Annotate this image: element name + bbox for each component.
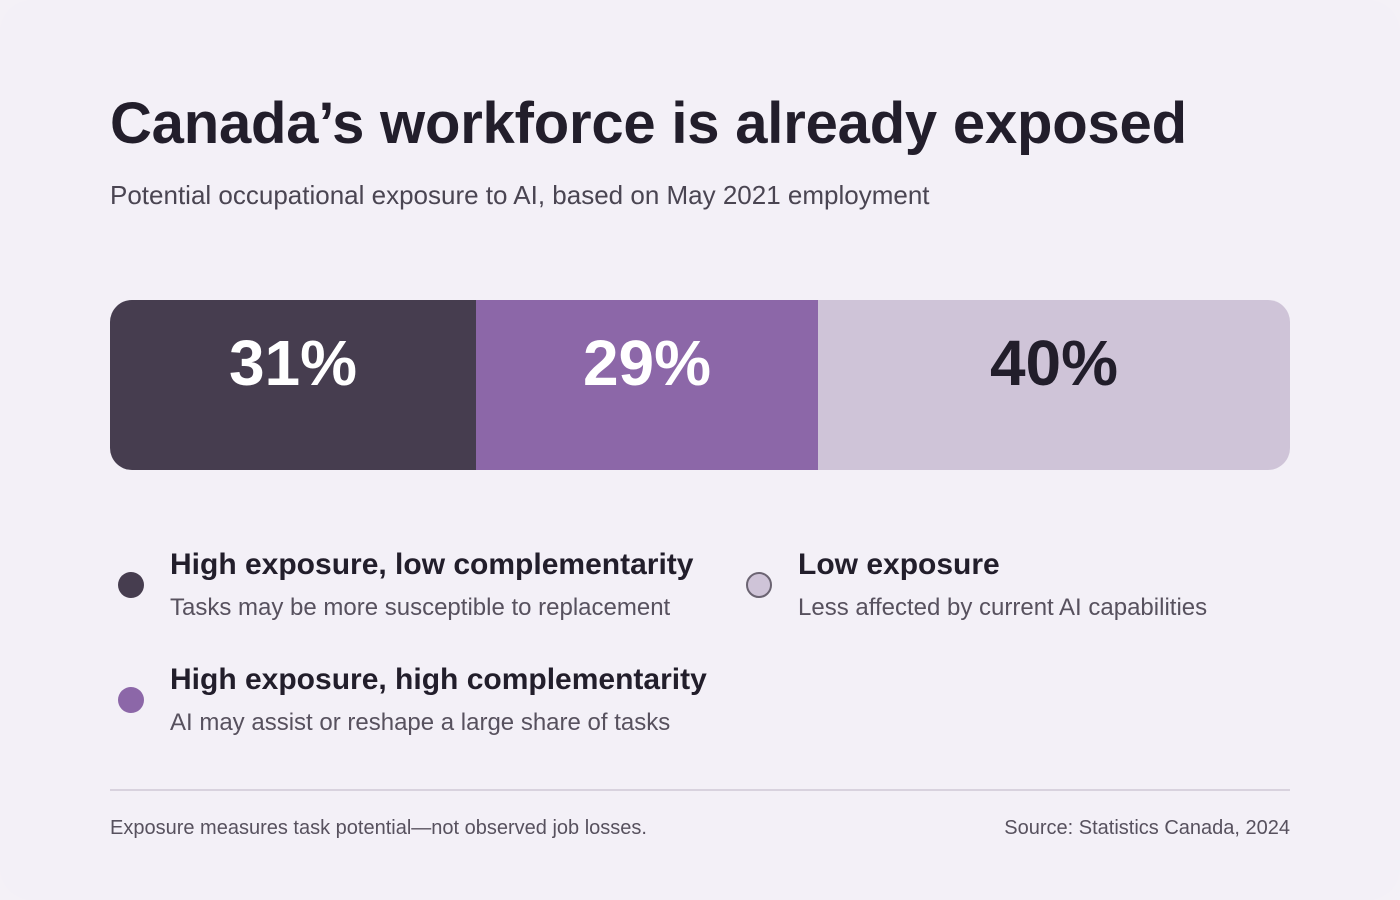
footer-divider (110, 789, 1290, 791)
legend-description: AI may assist or reshape a large share o… (170, 709, 671, 736)
bar-segment-label: 29% (582, 327, 712, 399)
legend-title: High exposure, high complementarity (170, 663, 707, 696)
legend-title: High exposure, low complementarity (170, 548, 694, 581)
legend-swatch-icon (746, 572, 772, 598)
source-note: Source: Statistics Canada, 2024 (1004, 817, 1290, 839)
bar-segment-2: 29% (476, 300, 818, 470)
bar-segment-1: 31% (110, 300, 476, 470)
stacked-bar: 31% 29% 40% (110, 300, 1290, 470)
legend-description: Less affected by current AI capabilities (798, 594, 1208, 621)
legend-swatch-icon (118, 572, 144, 598)
bar-segment-label: 31% (228, 327, 358, 399)
legend-title: Low exposure (798, 548, 1000, 581)
footnote: Exposure measures task potential—not obs… (110, 817, 647, 839)
bar-segment-label: 40% (989, 327, 1119, 399)
chart-subtitle: Potential occupational exposure to AI, b… (110, 180, 930, 210)
bar-segment-3: 40% (818, 300, 1290, 470)
chart-title: Canada’s workforce is already exposed (110, 91, 1187, 156)
legend-description: Tasks may be more susceptible to replace… (170, 594, 671, 621)
legend-swatch-icon (118, 687, 144, 713)
